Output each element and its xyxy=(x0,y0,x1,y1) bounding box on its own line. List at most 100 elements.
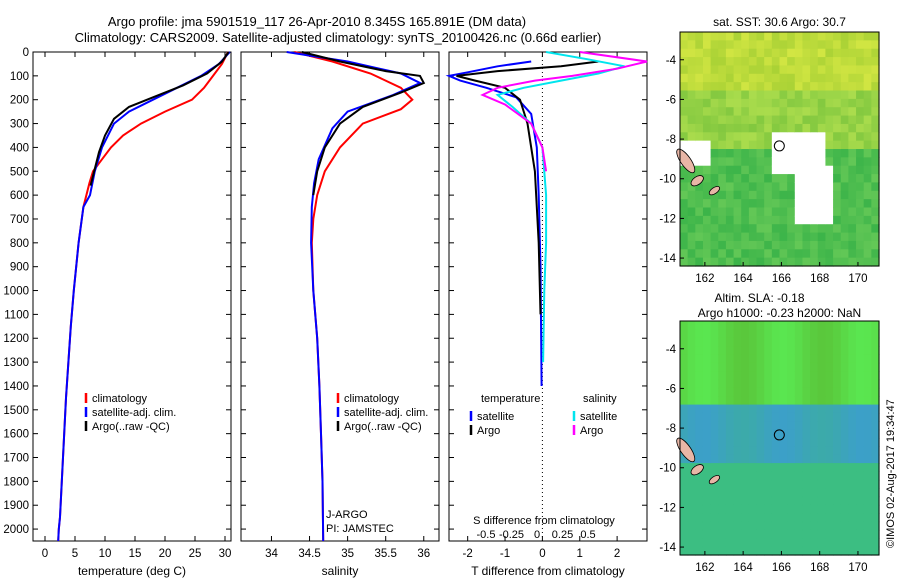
map-cell xyxy=(741,107,750,117)
sla-map-title-line2: Argo h1000: -0.23 h2000: NaN xyxy=(698,306,861,320)
map-cell xyxy=(718,140,727,150)
map-cell xyxy=(856,98,865,108)
map-cell xyxy=(802,321,811,330)
map-cell xyxy=(695,429,704,439)
map-cell xyxy=(794,174,804,184)
map-cell xyxy=(794,190,804,200)
map-cell xyxy=(779,132,788,142)
y-tick-label: 1100 xyxy=(4,309,29,321)
map-cell xyxy=(856,446,865,456)
map-cell xyxy=(718,174,727,184)
map-cell xyxy=(848,65,857,75)
map-cell xyxy=(871,132,880,142)
map-cell xyxy=(817,249,827,259)
map-cell xyxy=(680,488,689,498)
map-cell xyxy=(687,249,696,259)
map-cell xyxy=(687,438,696,447)
map-cell xyxy=(825,504,834,514)
map-cell xyxy=(771,123,781,133)
map-cell xyxy=(779,421,788,431)
map-cell xyxy=(833,396,842,406)
map-cell xyxy=(856,454,865,464)
map-cell xyxy=(771,257,781,267)
map-cell xyxy=(748,40,758,50)
map-cell xyxy=(840,496,849,506)
map-cell xyxy=(810,149,819,158)
map-cell xyxy=(825,215,834,225)
map-cell xyxy=(764,257,773,267)
map-cell xyxy=(794,337,804,347)
map-cell xyxy=(833,446,842,456)
map-cell xyxy=(817,257,827,267)
map-cell xyxy=(764,471,773,481)
series-line-satellite-adj-clim- xyxy=(57,51,231,542)
map-cell xyxy=(871,165,880,175)
map-cell xyxy=(710,421,719,431)
map-cell xyxy=(687,207,696,217)
map-cell xyxy=(741,362,750,372)
legend-label: satellite xyxy=(580,411,617,423)
map-cell xyxy=(748,396,758,406)
map-cell xyxy=(702,329,712,339)
map-frame xyxy=(679,31,880,267)
map-cell xyxy=(794,224,804,234)
map-cell xyxy=(848,421,857,431)
map-cell xyxy=(702,98,712,108)
map-cell xyxy=(702,65,712,75)
map-cell xyxy=(787,337,796,347)
sst-map-title: sat. SST: 30.6 Argo: 30.7 xyxy=(713,15,846,29)
map-cell xyxy=(741,488,750,498)
map-cell xyxy=(725,538,735,548)
map-cell xyxy=(733,207,742,217)
map-cell xyxy=(718,371,727,381)
map-cell xyxy=(725,454,735,464)
map-cell xyxy=(848,496,857,506)
map-cell xyxy=(871,354,880,364)
map-cell xyxy=(748,329,758,339)
map-cell xyxy=(710,379,719,389)
map-cell xyxy=(794,488,804,498)
map-cell xyxy=(787,40,796,50)
map-cell xyxy=(794,65,804,75)
map-cell xyxy=(794,479,804,489)
map-cell xyxy=(725,165,735,175)
map-cell xyxy=(848,182,857,192)
map-cell xyxy=(695,546,704,556)
map-cell xyxy=(756,488,765,498)
map-cell xyxy=(787,404,796,414)
map-cell xyxy=(833,215,842,225)
map-cell xyxy=(718,463,727,473)
map-cell xyxy=(687,329,696,339)
map-cell xyxy=(833,257,842,267)
map-cell xyxy=(825,496,834,506)
map-cell xyxy=(718,538,727,548)
map-cell xyxy=(810,190,819,200)
map-cell xyxy=(756,82,765,92)
map-cell xyxy=(871,215,880,225)
map-cell xyxy=(710,446,719,456)
map-cell xyxy=(817,140,827,150)
map-cell xyxy=(794,73,804,83)
map-cell xyxy=(840,65,849,75)
y-tick-label: 200 xyxy=(10,95,29,107)
map-cell xyxy=(733,538,742,548)
map-cell xyxy=(779,396,788,406)
map-cell xyxy=(771,157,781,167)
map-cell xyxy=(787,529,796,539)
map-cell xyxy=(794,98,804,108)
map-cell xyxy=(810,48,819,58)
map-cell xyxy=(848,321,857,330)
map-cell xyxy=(856,157,865,167)
map-cell xyxy=(680,479,689,489)
map-cell xyxy=(710,140,719,150)
y-tick-label: 1500 xyxy=(3,405,29,417)
map-cell xyxy=(848,513,857,523)
map-cell xyxy=(794,454,804,464)
map-cell xyxy=(840,190,849,200)
y-tick-label: 1800 xyxy=(3,476,29,488)
map-cell xyxy=(856,57,865,67)
map-cell xyxy=(802,107,811,117)
map-cell xyxy=(710,346,719,356)
map-cell xyxy=(756,207,765,217)
island-shape xyxy=(676,437,696,463)
